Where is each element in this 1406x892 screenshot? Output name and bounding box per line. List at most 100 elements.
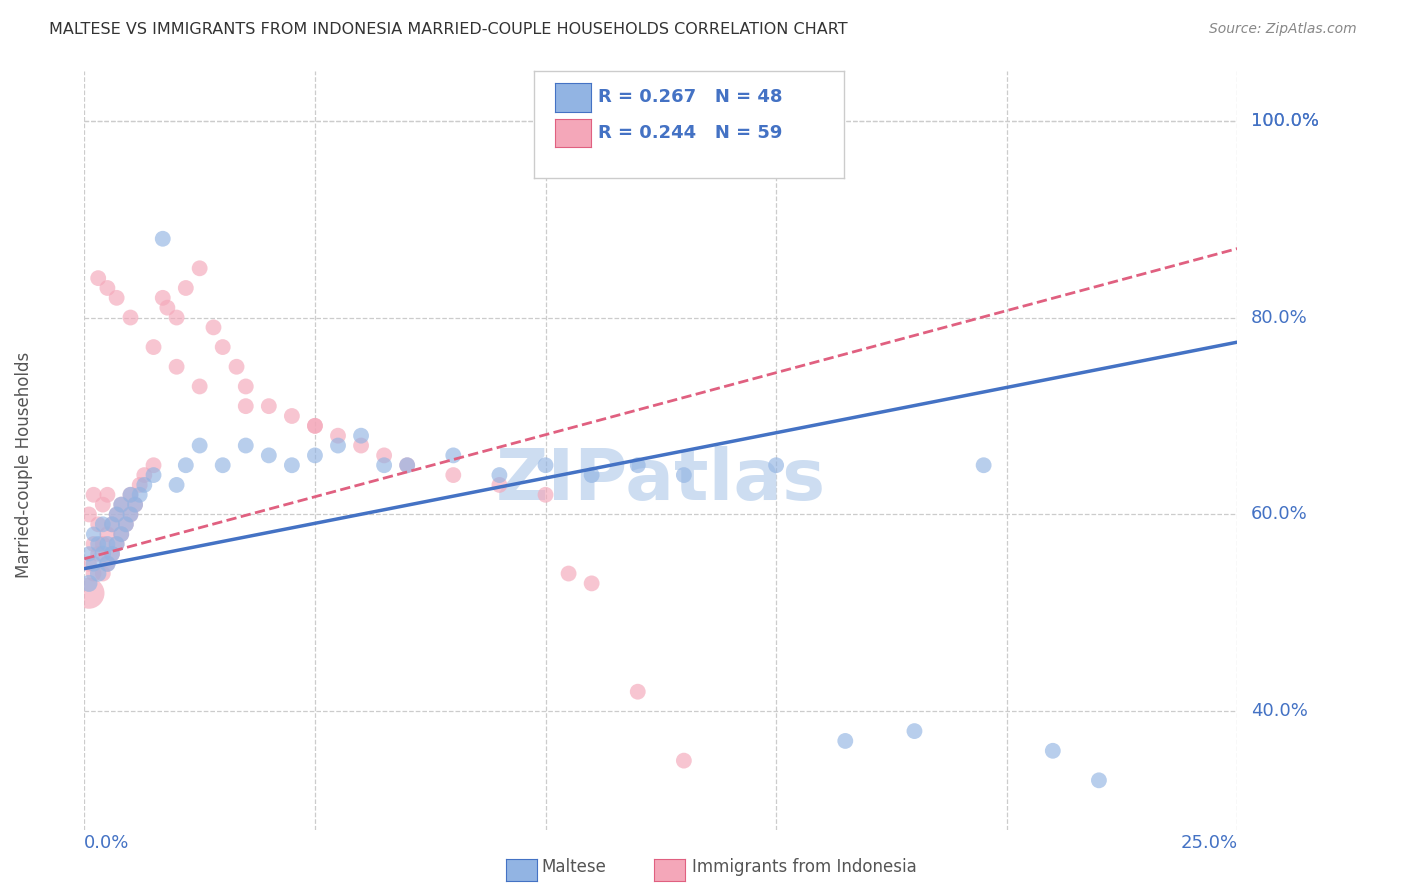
Point	[96, 557, 118, 571]
Point	[128, 478, 150, 492]
Text: Married-couple Households: Married-couple Households	[15, 352, 34, 578]
Point	[77, 557, 100, 571]
Point	[105, 508, 128, 522]
Point	[91, 537, 114, 551]
Point	[101, 547, 124, 561]
Text: Source: ZipAtlas.com: Source: ZipAtlas.com	[1209, 22, 1357, 37]
Point	[156, 301, 179, 315]
Point	[174, 281, 197, 295]
Point	[441, 468, 464, 483]
Text: 25.0%: 25.0%	[1180, 835, 1237, 853]
Point	[91, 566, 114, 581]
Point	[96, 488, 118, 502]
Point	[326, 438, 349, 452]
Point	[83, 488, 105, 502]
Point	[373, 449, 395, 463]
Point	[77, 586, 100, 600]
Point	[83, 527, 105, 541]
Point	[142, 468, 165, 483]
Text: 100.0%: 100.0%	[1251, 112, 1319, 129]
Point	[174, 458, 197, 473]
Point	[105, 537, 128, 551]
Text: R = 0.244   N = 59: R = 0.244 N = 59	[598, 124, 782, 142]
Point	[166, 310, 188, 325]
Point	[834, 734, 856, 748]
Point	[110, 527, 132, 541]
Point	[166, 478, 188, 492]
Point	[534, 488, 557, 502]
Point	[188, 261, 211, 276]
Point	[581, 576, 603, 591]
Point	[304, 418, 326, 433]
Point	[488, 478, 510, 492]
Point	[281, 409, 304, 423]
Point	[77, 547, 100, 561]
Point	[142, 458, 165, 473]
Point	[124, 498, 146, 512]
Point	[91, 517, 114, 532]
Point	[235, 438, 257, 452]
Point	[110, 498, 132, 512]
Text: 40.0%: 40.0%	[1251, 702, 1308, 721]
Point	[627, 684, 650, 698]
Point	[488, 468, 510, 483]
Text: 100.0%: 100.0%	[1251, 112, 1319, 129]
Point	[77, 576, 100, 591]
Text: R = 0.267   N = 48: R = 0.267 N = 48	[598, 87, 782, 106]
Point	[903, 724, 925, 739]
Point	[128, 488, 150, 502]
Point	[110, 498, 132, 512]
Point	[350, 428, 373, 442]
Point	[672, 468, 695, 483]
Point	[124, 498, 146, 512]
Point	[581, 468, 603, 483]
Text: 60.0%: 60.0%	[1251, 506, 1308, 524]
Text: 80.0%: 80.0%	[1251, 309, 1308, 326]
Point	[101, 517, 124, 532]
Point	[396, 458, 419, 473]
Point	[166, 359, 188, 374]
Point	[83, 566, 105, 581]
Point	[101, 547, 124, 561]
Point	[235, 379, 257, 393]
Point	[96, 557, 118, 571]
Point	[350, 438, 373, 452]
Point	[83, 557, 105, 571]
Point	[105, 291, 128, 305]
Point	[202, 320, 225, 334]
Point	[87, 537, 110, 551]
Point	[1088, 773, 1111, 788]
Point	[152, 232, 174, 246]
Point	[235, 399, 257, 413]
Point	[120, 508, 142, 522]
Point	[120, 310, 142, 325]
Text: ZIPatlas: ZIPatlas	[496, 445, 825, 515]
Point	[441, 449, 464, 463]
Point	[115, 517, 138, 532]
Point	[211, 340, 233, 354]
Point	[120, 488, 142, 502]
Text: MALTESE VS IMMIGRANTS FROM INDONESIA MARRIED-COUPLE HOUSEHOLDS CORRELATION CHART: MALTESE VS IMMIGRANTS FROM INDONESIA MAR…	[49, 22, 848, 37]
Point	[120, 508, 142, 522]
Point	[281, 458, 304, 473]
Point	[96, 281, 118, 295]
Point	[627, 458, 650, 473]
Point	[96, 537, 118, 551]
Point	[534, 458, 557, 473]
Point	[77, 508, 100, 522]
Point	[304, 449, 326, 463]
Point	[105, 537, 128, 551]
Text: Immigrants from Indonesia: Immigrants from Indonesia	[692, 858, 917, 876]
Point	[225, 359, 247, 374]
Point	[87, 517, 110, 532]
Point	[672, 754, 695, 768]
Point	[96, 527, 118, 541]
Point	[973, 458, 995, 473]
Point	[134, 468, 156, 483]
Point	[120, 488, 142, 502]
Point	[765, 458, 787, 473]
Point	[557, 566, 579, 581]
Point	[396, 458, 419, 473]
Point	[101, 517, 124, 532]
Point	[142, 340, 165, 354]
